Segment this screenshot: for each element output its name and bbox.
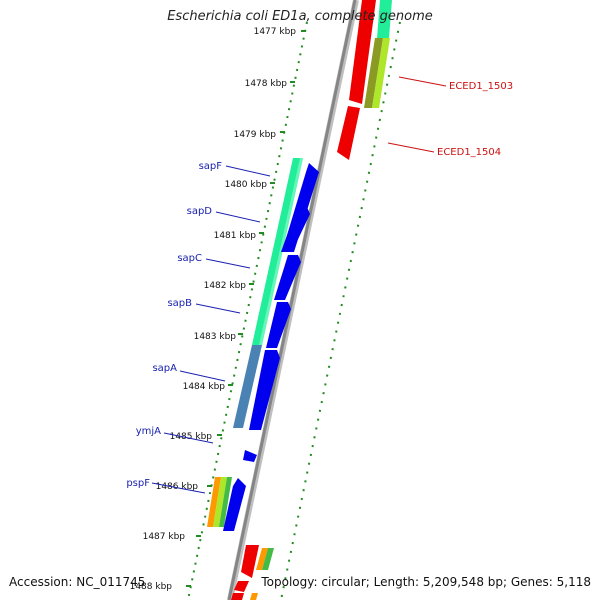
- gene-label-sapA[interactable]: sapA: [152, 363, 177, 374]
- kbp-scale: 1477 kbp 1478 kbp 1479 kbp 1480 kbp 1481…: [130, 27, 306, 592]
- cog-bar-sap-teal-highlight: [259, 158, 303, 345]
- tick-label-1485: 1485 kbp: [170, 432, 213, 442]
- cog-bottom-orange[interactable]: [256, 548, 268, 570]
- gene-label-group[interactable]: sapB: [167, 298, 241, 314]
- cds-bottom-red-1[interactable]: [241, 545, 259, 578]
- cds-bottom-red-2[interactable]: [234, 581, 249, 592]
- scale-tick: 1479 kbp: [234, 130, 285, 140]
- cds-bottom-red-3[interactable]: [231, 593, 244, 600]
- gene-label-sapD[interactable]: sapD: [187, 206, 213, 217]
- tick-label-1488: 1488 kbp: [130, 582, 173, 592]
- cog-bar-psp-lime[interactable]: [213, 477, 227, 527]
- cog-bottom-green[interactable]: [262, 548, 274, 570]
- tick-label-1481: 1481 kbp: [214, 231, 257, 241]
- scale-tick: 1483 kbp: [194, 332, 243, 342]
- tick-label-1484: 1484 kbp: [183, 382, 226, 392]
- gene-label-ymjA[interactable]: ymjA: [136, 426, 161, 437]
- forward-cds-track: [223, 163, 319, 531]
- gene-label-group[interactable]: sapD: [187, 206, 261, 223]
- cog-bar-sap-steel[interactable]: [233, 345, 262, 428]
- scale-tick: 1482 kbp: [204, 281, 254, 291]
- cds-arrow-sapD[interactable]: [281, 207, 310, 252]
- accession-text: Accession: NC_011745: [9, 575, 146, 589]
- scale-tick: 1481 kbp: [214, 231, 264, 241]
- reverse-cds-track: [337, 0, 392, 160]
- cog-bar-olive[interactable]: [364, 38, 383, 108]
- tick-label-1477: 1477 kbp: [254, 27, 297, 37]
- gene-label-group[interactable]: pspF: [126, 478, 206, 494]
- gene-label-pspF[interactable]: pspF: [126, 478, 150, 489]
- scale-tick: 1487 kbp: [143, 532, 201, 542]
- tick-label-1478: 1478 kbp: [245, 79, 288, 89]
- gene-label-sapC[interactable]: sapC: [177, 253, 202, 264]
- cds-arrow-sapC[interactable]: [274, 255, 301, 300]
- gene-label-sapB[interactable]: sapB: [167, 298, 192, 309]
- scale-tick: 1480 kbp: [225, 180, 275, 190]
- scale-tick: 1478 kbp: [245, 79, 295, 89]
- cds-arrow-ECED1_1504[interactable]: [337, 106, 360, 160]
- tick-label-1486: 1486 kbp: [156, 482, 199, 492]
- topology-text: Topology: circular; Length: 5,209,548 bp…: [261, 575, 591, 589]
- scale-tick: 1486 kbp: [156, 482, 212, 492]
- bottom-feature-cluster: [231, 545, 274, 600]
- map-title: Escherichia coli ED1a, complete genome: [167, 9, 433, 24]
- cog-track-left: [207, 158, 303, 527]
- cog-bar-teal-top[interactable]: [377, 0, 392, 38]
- left-gene-labels: sapF sapD sapC sapB sapA ymjA pspF: [126, 161, 271, 494]
- gene-label-group[interactable]: ymjA: [136, 426, 214, 444]
- cds-arrow-ECED1_1502[interactable]: [349, 0, 376, 104]
- tick-label-1482: 1482 kbp: [204, 281, 247, 291]
- gene-label-ECED1_1503[interactable]: ECED1_1503: [449, 81, 513, 92]
- cds-arrow-sapB[interactable]: [266, 302, 291, 348]
- tick-label-1480: 1480 kbp: [225, 180, 268, 190]
- gene-label-group[interactable]: sapF: [199, 161, 271, 177]
- cog-bar-psp-green[interactable]: [219, 477, 232, 527]
- cog-bottom-orange-2[interactable]: [250, 593, 258, 600]
- gene-label-group[interactable]: sapC: [177, 253, 251, 269]
- cds-arrow-pspF[interactable]: [223, 478, 246, 531]
- backbone-ring: [227, 0, 357, 600]
- scale-tick: 1488 kbp: [130, 582, 191, 592]
- cog-bar-lime[interactable]: [372, 38, 390, 108]
- cog-bar-psp-orange[interactable]: [207, 477, 221, 527]
- gene-label-sapF[interactable]: sapF: [199, 161, 223, 172]
- tick-label-1483: 1483 kbp: [194, 332, 237, 342]
- scale-tick: 1485 kbp: [170, 432, 222, 442]
- tick-label-1479: 1479 kbp: [234, 130, 277, 140]
- scale-tick: 1484 kbp: [183, 382, 233, 392]
- right-gene-labels: ECED1_1503 ECED1_1504: [387, 76, 513, 158]
- cds-arrow-ymjA[interactable]: [243, 450, 257, 462]
- gene-label-ECED1_1504[interactable]: ECED1_1504: [437, 147, 501, 158]
- tick-label-1487: 1487 kbp: [143, 532, 186, 542]
- cds-arrow-sapA[interactable]: [249, 350, 280, 430]
- gene-label-group[interactable]: ECED1_1504: [387, 142, 501, 158]
- gene-label-group[interactable]: ECED1_1503: [398, 76, 513, 92]
- scale-tick: 1477 kbp: [254, 27, 306, 37]
- gene-label-group[interactable]: sapA: [152, 363, 226, 382]
